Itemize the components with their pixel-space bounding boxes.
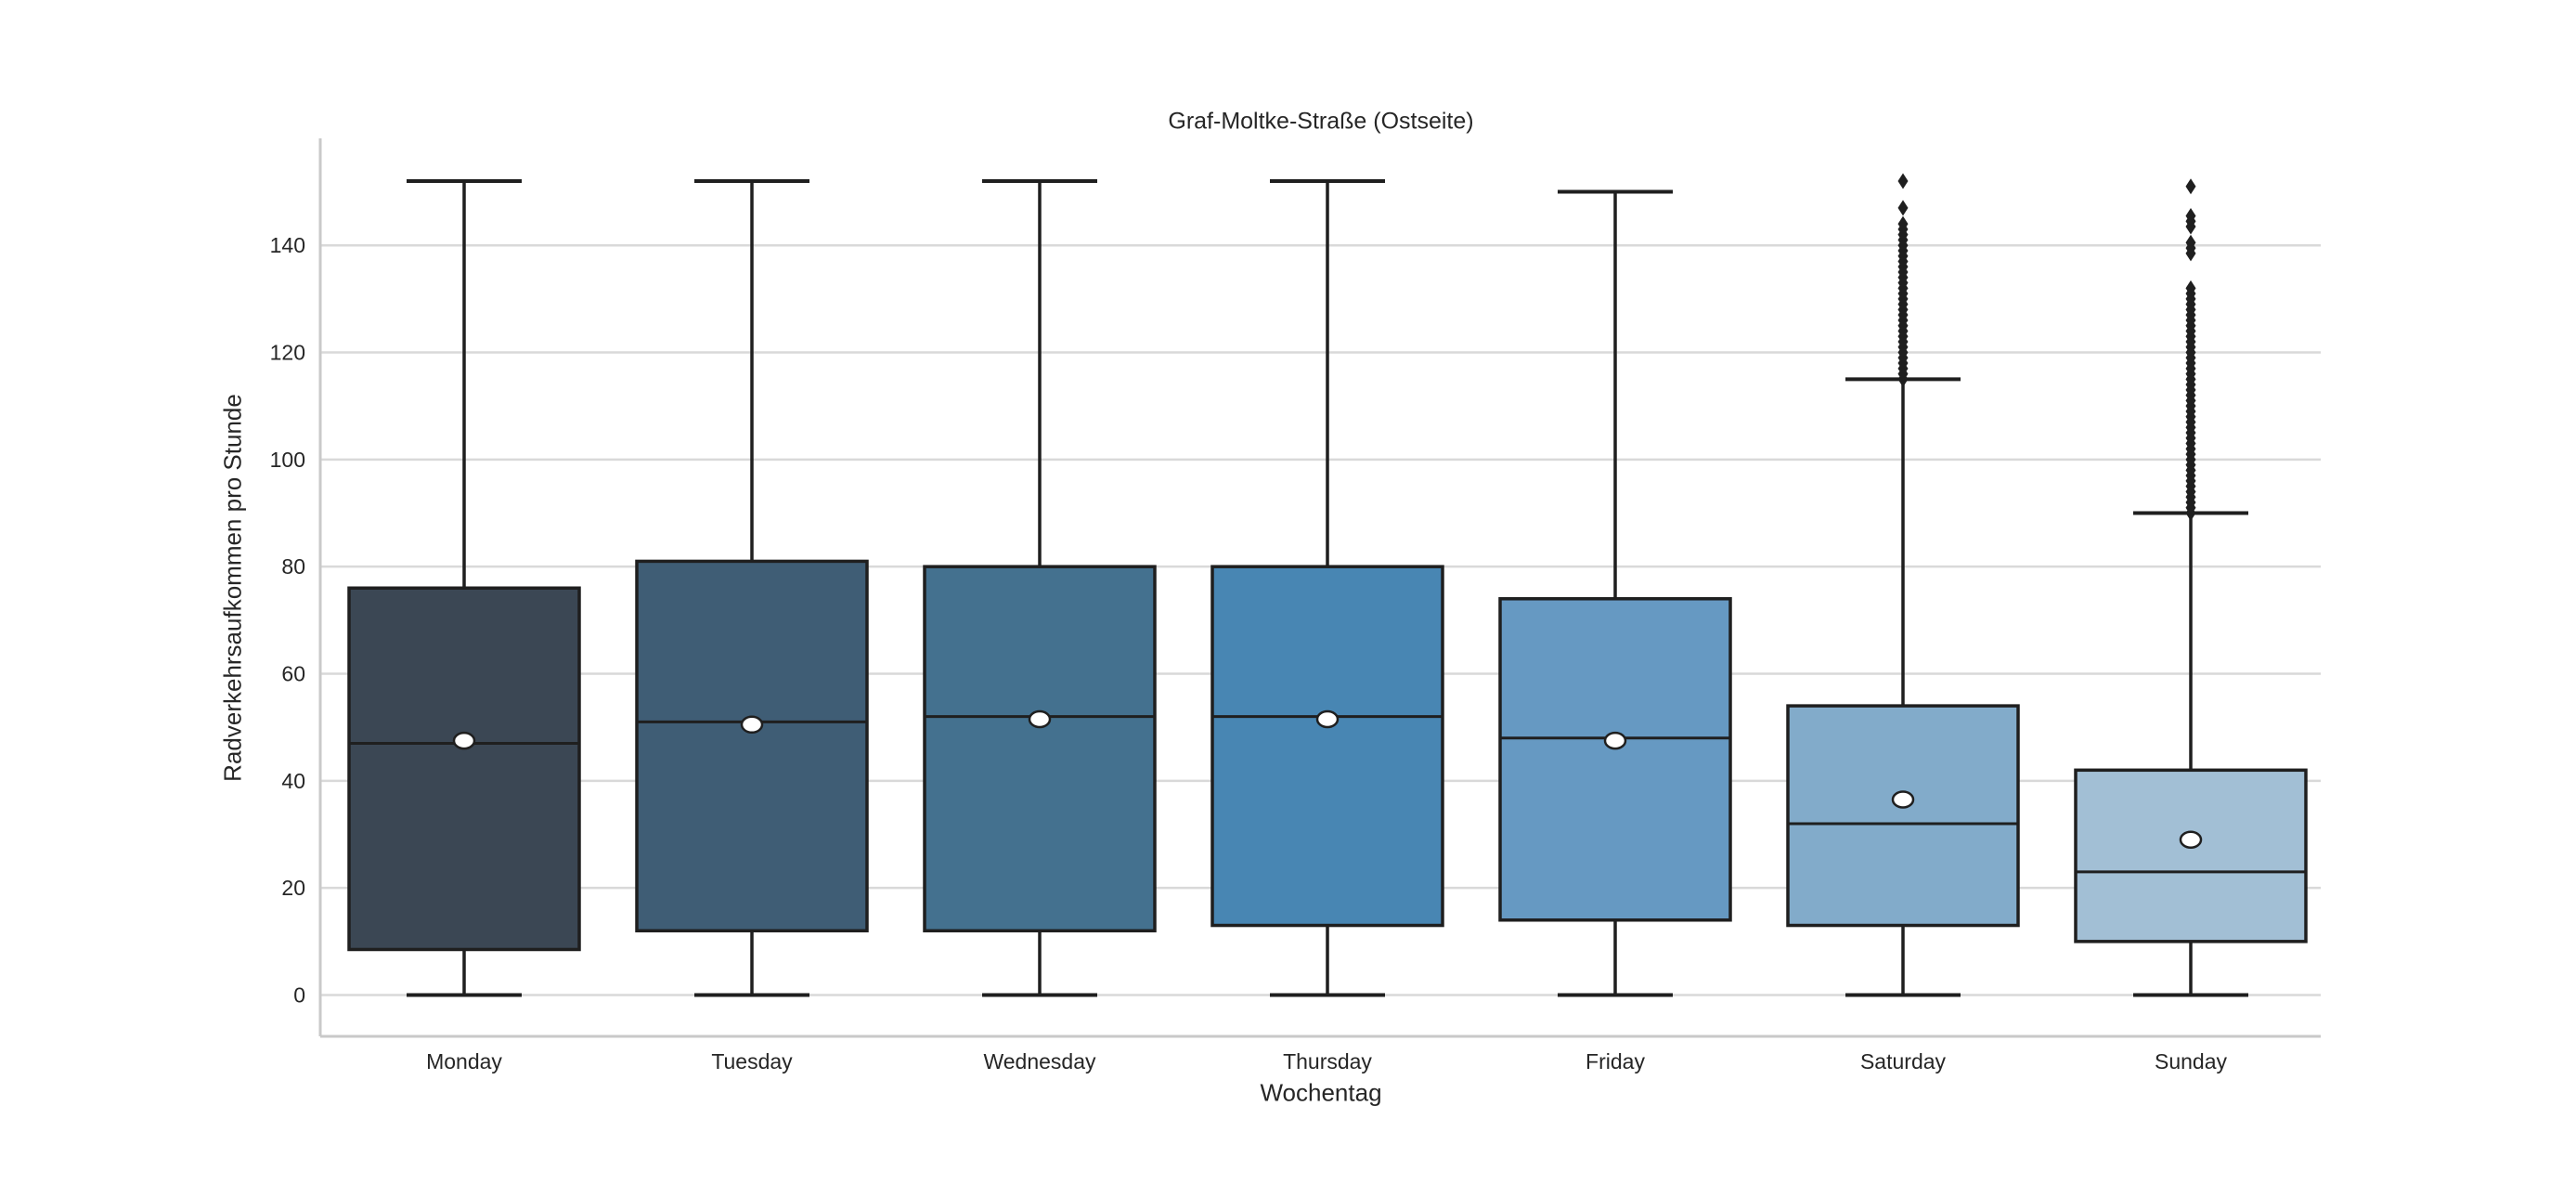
sunday-box bbox=[2074, 768, 2308, 943]
saturday-mean-marker bbox=[1891, 790, 1915, 809]
y-tick-label-20: 20 bbox=[281, 876, 305, 900]
friday-mean-marker bbox=[1603, 731, 1627, 750]
x-tick-label-monday: Monday bbox=[426, 1049, 502, 1073]
thursday-mean-marker bbox=[1315, 709, 1340, 729]
wednesday-box bbox=[923, 565, 1157, 933]
y-tick-label-60: 60 bbox=[281, 662, 305, 686]
y-tick-label-80: 80 bbox=[281, 554, 305, 579]
x-tick-label-thursday: Thursday bbox=[1283, 1049, 1372, 1073]
axis-spines bbox=[318, 138, 2321, 1038]
x-tick-label-tuesday: Tuesday bbox=[711, 1049, 793, 1073]
box-group-thursday bbox=[1210, 178, 1444, 997]
y-tick-label-100: 100 bbox=[270, 448, 305, 472]
tuesday-mean-marker bbox=[740, 715, 764, 735]
monday-mean-marker bbox=[452, 731, 476, 750]
box-group-friday bbox=[1498, 189, 1732, 997]
x-tick-label-friday: Friday bbox=[1586, 1049, 1645, 1073]
box-group-saturday bbox=[1786, 173, 2020, 997]
y-tick-label-120: 120 bbox=[270, 341, 305, 365]
sunday-outliers bbox=[2185, 178, 2196, 522]
sunday-mean-marker bbox=[2179, 830, 2203, 850]
y-tick-label-140: 140 bbox=[270, 233, 305, 257]
saturday-outliers bbox=[1897, 173, 1909, 387]
chart-title: Graf-Moltke-Straße (Ostseite) bbox=[1168, 108, 1474, 135]
x-tick-label-wednesday: Wednesday bbox=[983, 1049, 1096, 1073]
x-tick-labels: Monday Tuesday Wednesday Thursday Friday Satu… bbox=[426, 1049, 2227, 1073]
x-tick-label-saturday: Saturday bbox=[1860, 1049, 1947, 1073]
x-axis-label: Wochentag bbox=[1260, 1078, 1382, 1107]
box-group-tuesday bbox=[635, 178, 869, 997]
y-tick-labels: 0 20 40 60 80 100 120 140 bbox=[270, 233, 305, 1007]
tuesday-box bbox=[635, 559, 869, 933]
y-tick-label-40: 40 bbox=[281, 769, 305, 793]
box-group-sunday bbox=[2074, 178, 2308, 997]
wednesday-mean-marker bbox=[1028, 709, 1052, 729]
friday-box bbox=[1498, 597, 1732, 922]
box-group-monday bbox=[347, 178, 581, 997]
thursday-box bbox=[1210, 565, 1444, 928]
monday-box bbox=[347, 586, 581, 952]
x-tick-label-sunday: Sunday bbox=[2155, 1049, 2228, 1073]
y-tick-label-0: 0 bbox=[293, 983, 305, 1008]
box-group-wednesday bbox=[923, 178, 1157, 997]
saturday-box bbox=[1786, 704, 2020, 928]
